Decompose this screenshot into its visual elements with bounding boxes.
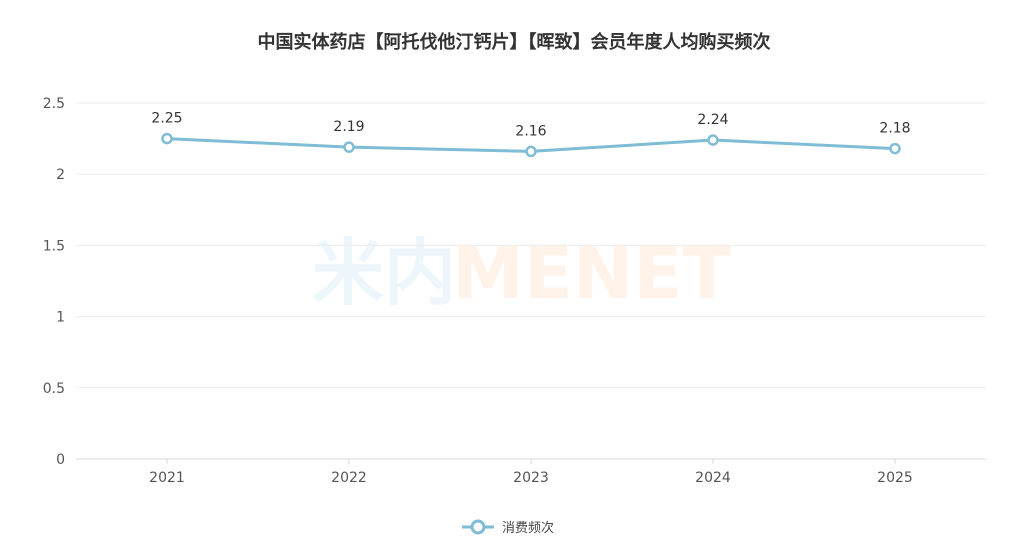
x-tick-label: 2025 [877,470,913,486]
y-tick-label: 1 [56,310,65,326]
watermark-cn: 米内 [312,231,456,315]
data-label: 2.19 [333,119,364,135]
chart-title: 中国实体药店【阿托伐他汀钙片】【晖致】会员年度人均购买频次 [258,31,771,53]
y-tick-label: 0.5 [43,381,65,397]
data-point[interactable] [343,141,355,153]
x-tick-label: 2022 [331,470,367,486]
y-tick-label: 2.5 [43,96,65,112]
y-tick-label: 2 [56,167,65,183]
legend-dot-icon [470,519,486,535]
data-label: 2.16 [515,123,546,139]
data-point[interactable] [707,134,719,146]
y-tick-label: 0 [56,452,65,468]
legend[interactable]: 消费频次 [462,519,554,536]
watermark-en: MENET [452,231,731,315]
data-point[interactable] [161,132,173,145]
data-label: 2.18 [879,121,910,137]
data-label: 2.24 [697,112,728,128]
y-tick-label: 1.5 [43,238,65,254]
y-axis: 0 0.5 1 1.5 2 2.5 [43,96,65,468]
data-labels: 2.25 2.19 2.16 2.24 2.18 [151,111,910,140]
legend-label: 消费频次 [502,520,554,536]
x-tick-label: 2024 [695,470,731,486]
data-point[interactable] [525,145,537,158]
series-points [161,132,901,158]
x-tick-label: 2021 [149,470,185,486]
data-label: 2.25 [151,111,182,127]
x-axis: 2021 2022 2023 2024 2025 [149,459,913,486]
x-tick-label: 2023 [513,470,549,486]
data-point[interactable] [889,142,901,155]
grid [76,102,986,460]
watermark: 米内 MENET [312,231,731,315]
